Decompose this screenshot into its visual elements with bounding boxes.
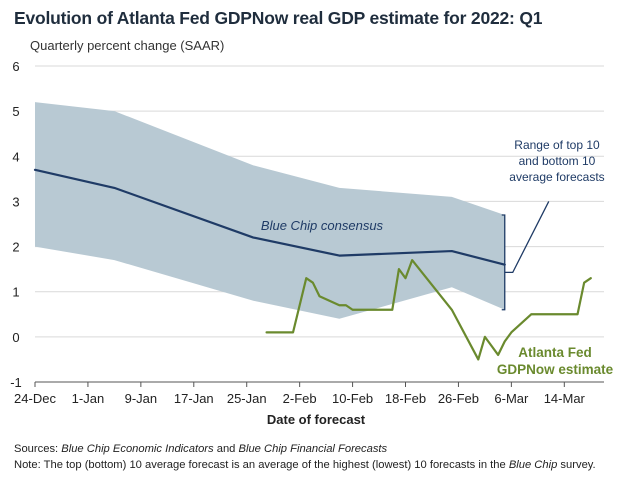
y-axis: -1 0 1 2 3 4 5 6 — [10, 59, 22, 390]
chart-title: Evolution of Atlanta Fed GDPNow real GDP… — [14, 8, 543, 28]
range-leader-line — [504, 201, 550, 274]
x-tick-label: 17-Jan — [174, 391, 214, 406]
y-tick-label: -1 — [10, 375, 22, 390]
y-tick-label: 2 — [12, 240, 19, 255]
y-tick-label: 4 — [12, 149, 19, 164]
bluechip-consensus-line — [33, 168, 506, 266]
x-tick-label: 14-Mar — [544, 391, 586, 406]
y-tick-label: 3 — [12, 194, 19, 209]
x-tick-label: 2-Feb — [283, 391, 317, 406]
x-tick-label: 25-Jan — [227, 391, 267, 406]
x-axis: 24-Dec 1-Jan 9-Jan 17-Jan 25-Jan 2-Feb 10-Feb 1… — [14, 381, 604, 406]
sources-lead: Sources: — [14, 443, 62, 455]
forecast-range-band — [35, 102, 505, 319]
range-label: average forecasts — [509, 170, 604, 184]
sources-note: Sources: Blue Chip Economic Indicators a… — [14, 441, 596, 457]
note-italic: Blue Chip — [508, 459, 558, 471]
sources-title-2: Blue Chip Financial Forecasts — [238, 443, 388, 455]
y-tick-label: 5 — [12, 104, 19, 119]
x-tick-label: 9-Jan — [125, 391, 158, 406]
chart-area: -1 0 1 2 3 4 5 6 24-Dec 1-Jan 9-Jan 17-Jan 25-Jan 2-… — [10, 59, 614, 427]
x-tick-label: 6-Mar — [494, 391, 529, 406]
gdpnow-label: GDPNow estimate — [497, 362, 614, 377]
x-tick-label: 24-Dec — [14, 391, 56, 406]
x-tick-label: 1-Jan — [72, 391, 105, 406]
note-lead: Note: — [14, 459, 44, 471]
note-tail: survey. — [557, 459, 596, 471]
sources-title-1: Blue Chip Economic Indicators — [61, 443, 214, 455]
range-label: and bottom 10 — [519, 154, 596, 168]
x-tick-label: 26-Feb — [438, 391, 479, 406]
note-text: The top (bottom) 10 average forecast is … — [43, 459, 509, 471]
forecast-range-band-group — [35, 102, 505, 319]
x-tick-label: 10-Feb — [332, 391, 373, 406]
y-tick-label: 0 — [12, 330, 19, 345]
annotations: Blue Chip consensus Range of top 10 and bo… — [261, 138, 614, 377]
gdpnow-estimate-line — [265, 259, 592, 361]
y-tick-label: 6 — [12, 59, 19, 74]
footnotes: Sources: Blue Chip Economic Indicators a… — [14, 441, 596, 473]
gdpnow-label: Atlanta Fed — [518, 345, 592, 360]
chart-subtitle: Quarterly percent change (SAAR) — [30, 38, 225, 53]
range-label: Range of top 10 — [514, 138, 600, 152]
method-note: Note: The top (bottom) 10 average foreca… — [14, 457, 596, 473]
series-lines — [33, 168, 592, 361]
y-tick-label: 1 — [12, 285, 19, 300]
x-tick-label: 18-Feb — [385, 391, 426, 406]
x-axis-label: Date of forecast — [267, 412, 366, 427]
bluechip-consensus-label: Blue Chip consensus — [261, 218, 384, 233]
range-bracket — [501, 214, 506, 311]
sources-mid: and — [213, 443, 239, 455]
